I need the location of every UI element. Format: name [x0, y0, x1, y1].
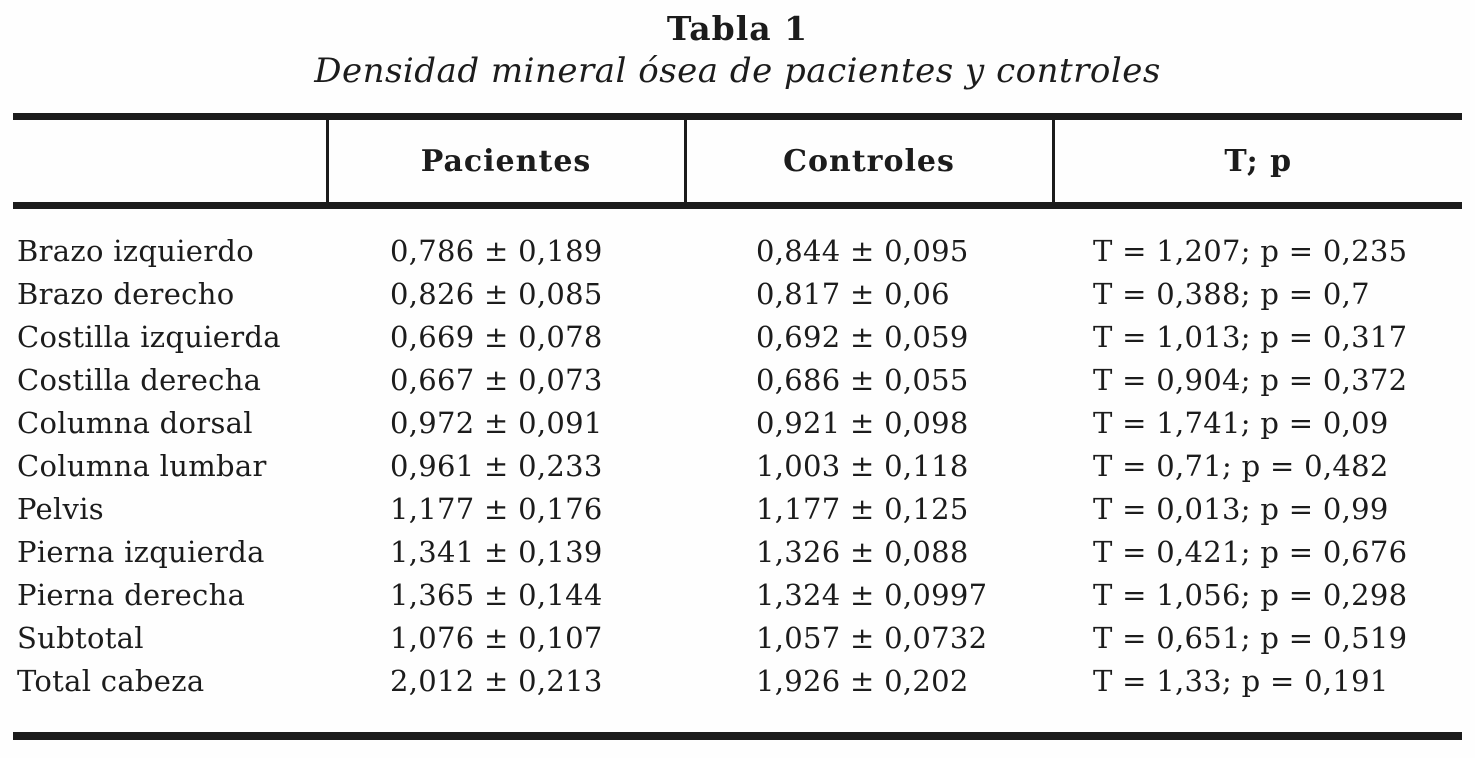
t-p-value: T = 0,71; p = 0,482 [1093, 448, 1389, 483]
controles-value: 1,324 ± 0,0997 [756, 577, 988, 612]
t-p-value: T = 0,421; p = 0,676 [1093, 534, 1408, 569]
row-label: Subtotal [17, 620, 144, 655]
t-p-value: T = 0,388; p = 0,7 [1093, 276, 1370, 311]
table-row: Pierna derecha 1,365 ± 0,144 1,324 ± 0,099… [13, 573, 1462, 616]
row-label: Brazo izquierdo [17, 233, 255, 268]
pacientes-value: 2,012 ± 0,213 [390, 663, 603, 698]
table-row: Pierna izquierda 1,341 ± 0,139 1,326 ± 0,0… [13, 530, 1462, 573]
controles-value: 1,003 ± 0,118 [756, 448, 969, 483]
bone-density-table: Pacientes Controles T; p Brazo izquierdo… [13, 113, 1462, 741]
table-row: Subtotal 1,076 ± 0,107 1,057 ± 0,0732 T = 0… [13, 616, 1462, 659]
pacientes-value: 1,365 ± 0,144 [390, 577, 603, 612]
pacientes-value: 0,667 ± 0,073 [390, 362, 603, 397]
t-p-value: T = 1,056; p = 0,298 [1093, 577, 1408, 612]
table-row: Total cabeza 2,012 ± 0,213 1,926 ± 0,202 T … [13, 659, 1462, 736]
header-t-p: T; p [1051, 116, 1462, 210]
t-p-value: T = 1,013; p = 0,317 [1093, 319, 1408, 354]
controles-value: 0,844 ± 0,095 [756, 233, 969, 268]
t-p-value: T = 1,741; p = 0,09 [1093, 405, 1389, 440]
table-body: Brazo izquierdo 0,786 ± 0,189 0,844 ± 0,09… [13, 206, 1462, 737]
controles-value: 0,686 ± 0,055 [756, 362, 969, 397]
controles-value: 1,926 ± 0,202 [756, 663, 969, 698]
table-row: Columna lumbar 0,961 ± 0,233 1,003 ± 0,118… [13, 444, 1462, 487]
table-row: Costilla izquierda 0,669 ± 0,078 0,692 ± 0… [13, 315, 1462, 358]
t-p-value: T = 0,651; p = 0,519 [1093, 620, 1408, 655]
row-label: Total cabeza [17, 663, 205, 698]
controles-value: 0,921 ± 0,098 [756, 405, 969, 440]
controles-value: 0,692 ± 0,059 [756, 319, 969, 354]
row-label: Columna lumbar [17, 448, 267, 483]
header-row: Pacientes Controles T; p [13, 116, 1462, 210]
row-label: Columna dorsal [17, 405, 253, 440]
row-label: Pierna derecha [17, 577, 246, 612]
controles-value: 1,057 ± 0,0732 [756, 620, 988, 655]
header-controles: Controles [683, 116, 1053, 210]
row-label: Costilla derecha [17, 362, 262, 397]
row-label: Pelvis [17, 491, 104, 526]
table-row: Brazo derecho 0,826 ± 0,085 0,817 ± 0,06 T … [13, 272, 1462, 315]
t-p-value: T = 1,33; p = 0,191 [1093, 663, 1389, 698]
t-p-value: T = 0,013; p = 0,99 [1093, 491, 1389, 526]
table-subtitle: Densidad mineral ósea de pacientes y con… [314, 51, 1161, 92]
table-row: Costilla derecha 0,667 ± 0,073 0,686 ± 0,0… [13, 358, 1462, 401]
pacientes-value: 0,826 ± 0,085 [390, 276, 603, 311]
controles-value: 1,177 ± 0,125 [756, 491, 969, 526]
pacientes-value: 0,961 ± 0,233 [390, 448, 603, 483]
table-row: Pelvis 1,177 ± 0,176 1,177 ± 0,125 T = 0,01… [13, 487, 1462, 530]
controles-value: 0,817 ± 0,06 [756, 276, 950, 311]
pacientes-value: 1,076 ± 0,107 [390, 620, 603, 655]
pacientes-value: 0,669 ± 0,078 [390, 319, 603, 354]
t-p-value: T = 0,904; p = 0,372 [1093, 362, 1408, 397]
pacientes-value: 0,972 ± 0,091 [390, 405, 603, 440]
t-p-value: T = 1,207; p = 0,235 [1093, 233, 1408, 268]
table-row: Brazo izquierdo 0,786 ± 0,189 0,844 ± 0,09… [13, 206, 1462, 273]
header-pacientes: Pacientes [325, 116, 685, 210]
row-label: Pierna izquierda [17, 534, 265, 569]
table-title: Tabla 1 [666, 9, 809, 48]
pacientes-value: 0,786 ± 0,189 [390, 233, 603, 268]
row-label: Costilla izquierda [17, 319, 281, 354]
header-empty-cell [13, 116, 327, 210]
table-row: Columna dorsal 0,972 ± 0,091 0,921 ± 0,098… [13, 401, 1462, 444]
controles-value: 1,326 ± 0,088 [756, 534, 969, 569]
row-label: Brazo derecho [17, 276, 235, 311]
pacientes-value: 1,341 ± 0,139 [390, 534, 603, 569]
pacientes-value: 1,177 ± 0,176 [390, 491, 603, 526]
